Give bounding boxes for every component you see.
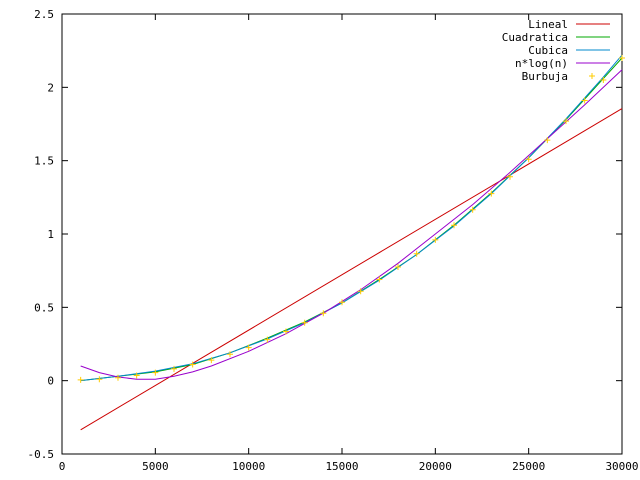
data-point [619, 55, 625, 61]
series-cuadratica-line [80, 57, 623, 382]
y-tick-label: 2.5 [34, 8, 54, 21]
data-point [544, 137, 551, 144]
x-tick-label: 0 [59, 460, 66, 473]
x-tick-label: 30000 [605, 460, 638, 473]
series-layer [77, 54, 625, 431]
y-tick-label: 1 [47, 228, 54, 241]
data-point [451, 222, 457, 229]
data-point [96, 376, 103, 383]
data-point [152, 369, 159, 376]
y-tick-label: 0.5 [34, 301, 54, 314]
data-point [115, 374, 121, 381]
data-point [264, 336, 271, 343]
x-tick-label: 15000 [325, 460, 358, 473]
y-tick-label: 1.5 [34, 155, 54, 168]
x-tick-label: 25000 [512, 460, 545, 473]
legend-label-cubica: Cubica [528, 44, 568, 57]
data-point [413, 250, 420, 257]
data-point [245, 344, 252, 351]
data-point [525, 156, 532, 163]
x-tick-label: 10000 [232, 460, 265, 473]
x-tick-label: 20000 [419, 460, 452, 473]
data-point [208, 357, 215, 364]
data-point [227, 351, 233, 358]
y-tick-label: -0.5 [28, 448, 55, 461]
data-point [189, 361, 196, 368]
data-point [171, 365, 177, 372]
axis-ticks: 0 5000 10000 15000 20000 25000 30000 -0.5 0 0.5 1 1… [28, 8, 639, 473]
data-point [432, 236, 439, 243]
data-point [376, 276, 383, 283]
data-point [320, 310, 327, 317]
data-point [563, 118, 569, 125]
data-point [469, 206, 476, 213]
legend-label-cuadratica: Cuadratica [502, 31, 568, 44]
series-lineal-line [80, 108, 623, 431]
legend-label-n-log-n: n*log(n) [515, 57, 568, 70]
x-tick-label: 5000 [142, 460, 169, 473]
series-cubica-line [80, 54, 623, 382]
legend-label-burbuja: Burbuja [522, 70, 568, 83]
data-point [301, 319, 308, 326]
data-point [283, 328, 289, 335]
data-point [488, 190, 495, 197]
data-point [77, 376, 84, 383]
data-point [339, 299, 345, 306]
data-point [507, 173, 513, 180]
y-tick-label: 2 [47, 81, 54, 94]
series-burbuja-points [77, 55, 625, 383]
data-point [357, 288, 364, 295]
y-tick-label: 0 [47, 375, 54, 388]
series-n-log-n-line [80, 69, 623, 380]
data-point [581, 97, 588, 104]
legend-label-lineal: Lineal [528, 18, 568, 31]
data-point [395, 264, 401, 270]
legend-swatch-burbuja [589, 73, 595, 79]
data-point [133, 372, 140, 379]
data-point [600, 77, 607, 83]
